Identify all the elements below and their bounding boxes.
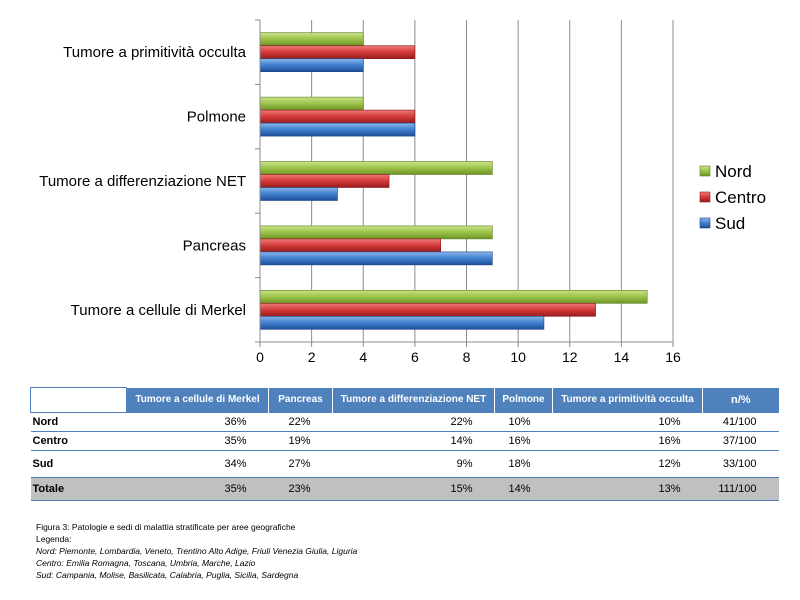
category-label: Tumore a primitività occulta: [63, 44, 246, 61]
table-row: Nord 36% 22% 22% 10% 10% 41/100: [30, 412, 779, 432]
bar-nord: [259, 96, 364, 111]
table-cell: 9%: [332, 450, 495, 478]
figure-caption: Figura 3: Patologie e sedi di malattia s…: [36, 521, 357, 581]
bar-nord: [259, 289, 648, 304]
table-row-total: Totale 35% 23% 15% 14% 13% 111/100: [30, 477, 779, 501]
bar-sud: [259, 187, 338, 201]
table-header-n: n/%: [702, 387, 779, 413]
bar-sud: [259, 122, 416, 137]
legend-label-nord: Nord: [715, 162, 752, 181]
table-cell: 16%: [552, 431, 703, 451]
category-label: Polmone: [187, 109, 246, 126]
table-cell: 18%: [494, 450, 553, 478]
x-tick-label: 6: [411, 349, 419, 365]
row-label: Nord: [30, 412, 127, 432]
table-row: Sud 34% 27% 9% 18% 12% 33/100: [30, 450, 779, 478]
caption-nord: Nord: Piemonte, Lombardia, Veneto, Trent…: [36, 546, 358, 556]
table-cell: 22%: [332, 412, 495, 432]
caption-legenda: Legenda:: [36, 534, 72, 544]
table-header-row: Tumore a cellule di Merkel Pancreas Tumo…: [30, 387, 779, 413]
x-tick-label: 4: [359, 349, 367, 365]
caption-centro: Centro: Emilia Romagna, Toscana, Umbria,…: [36, 558, 256, 568]
table-header-merkel: Tumore a cellule di Merkel: [126, 387, 269, 413]
gridlines: [311, 20, 674, 342]
category-label: Tumore a differenziazione NET: [39, 173, 246, 190]
table-cell: 10%: [552, 412, 703, 432]
x-tick-label: 16: [665, 349, 681, 365]
table-cell: 33/100: [702, 450, 779, 478]
table-cell: 111/100: [702, 477, 779, 501]
table-cell: 10%: [494, 412, 553, 432]
table-cell: 22%: [268, 412, 333, 432]
bar-nord: [259, 161, 493, 175]
x-tick-label: 10: [510, 349, 526, 365]
row-label: Sud: [30, 450, 127, 478]
table-cell: 36%: [126, 412, 269, 432]
table-cell: 41/100: [702, 412, 779, 432]
row-label: Totale: [30, 477, 127, 501]
bar-centro: [259, 302, 596, 317]
bar-nord: [259, 225, 493, 240]
data-table: Tumore a cellule di Merkel Pancreas Tumo…: [30, 387, 779, 501]
table-header-net: Tumore a differenziazione NET: [332, 387, 495, 413]
table-cell: 12%: [552, 450, 703, 478]
table-cell: 15%: [332, 477, 495, 501]
table-cell: 23%: [268, 477, 333, 501]
x-tick-label: 12: [562, 349, 578, 365]
table-header-polmone: Polmone: [494, 387, 553, 413]
row-label: Centro: [30, 431, 127, 451]
bar-chart: 0 2 4 6 8 10 12 14 16 Tumore a primitività occult…: [39, 19, 766, 365]
table-cell: 13%: [552, 477, 703, 501]
bar-sud: [259, 251, 493, 266]
table-cell: 37/100: [702, 431, 779, 451]
category-label: Tumore a cellule di Merkel: [71, 302, 246, 319]
legend-swatch-nord: [699, 165, 711, 177]
x-tick-label: 8: [463, 349, 471, 365]
x-tick-label: 14: [614, 349, 630, 365]
bar-centro: [259, 238, 441, 253]
table-cell: 16%: [494, 431, 553, 451]
legend-label-centro: Centro: [715, 188, 766, 207]
bars: [259, 32, 648, 330]
caption-title: Figura 3: Patologie e sedi di malattia s…: [36, 522, 296, 532]
table-cell: 35%: [126, 431, 269, 451]
axes: 0 2 4 6 8 10 12 14 16 Tumore a primitività occult…: [39, 19, 681, 365]
table-cell: 14%: [332, 431, 495, 451]
table-cell: 34%: [126, 450, 269, 478]
bar-sud: [259, 315, 545, 330]
x-tick-label: 2: [308, 349, 316, 365]
table-header-pancreas: Pancreas: [268, 387, 333, 413]
table-header-corner: [30, 387, 127, 413]
legend-swatch-sud: [699, 217, 711, 229]
table-header-occulta: Tumore a primitività occulta: [552, 387, 703, 413]
table-cell: 35%: [126, 477, 269, 501]
legend-swatch-centro: [699, 191, 711, 203]
x-tick-label: 0: [256, 349, 264, 365]
bar-centro: [259, 174, 390, 188]
bar-centro: [259, 109, 416, 124]
table-row: Centro 35% 19% 14% 16% 16% 37/100: [30, 431, 779, 451]
table-cell: 27%: [268, 450, 333, 478]
table-cell: 14%: [494, 477, 553, 501]
table-cell: 19%: [268, 431, 333, 451]
legend-label-sud: Sud: [715, 214, 745, 233]
category-label: Pancreas: [183, 237, 246, 254]
bar-sud: [259, 58, 364, 73]
legend: Nord Centro Sud: [699, 162, 766, 233]
caption-sud: Sud: Campania, Molise, Basilicata, Calab…: [36, 570, 299, 580]
bar-centro: [259, 45, 416, 60]
bar-nord: [259, 32, 364, 47]
